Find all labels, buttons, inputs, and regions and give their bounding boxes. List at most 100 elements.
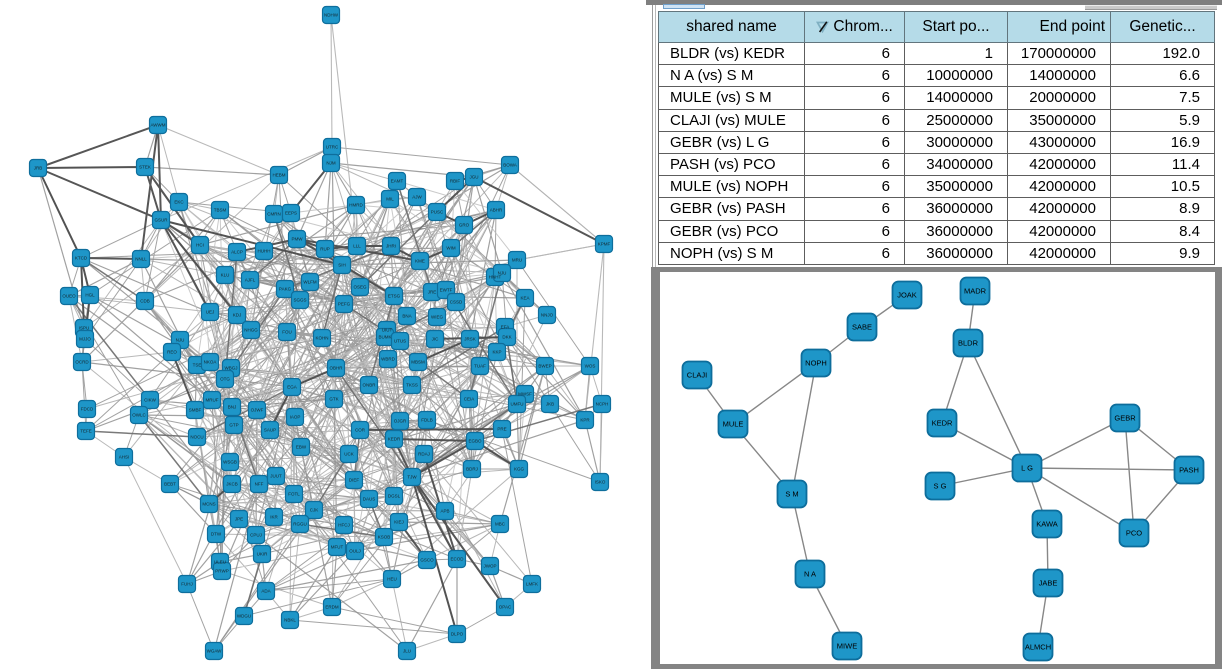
svg-text:KEDR: KEDR (932, 419, 953, 428)
svg-text:TSE: TSE (193, 363, 202, 368)
svg-text:NHGG: NHGG (244, 328, 258, 333)
svg-text:JUUT: JUUT (270, 474, 282, 479)
svg-text:NFF: NFF (255, 482, 264, 487)
svg-text:BEBT: BEBT (164, 482, 176, 487)
svg-text:KIEJ: KIEJ (394, 520, 404, 525)
svg-text:SAUP: SAUP (264, 428, 276, 433)
svg-text:DGSL: DGSL (388, 494, 401, 499)
svg-text:ALMCH: ALMCH (1025, 643, 1051, 652)
svg-text:ONBR: ONBR (362, 383, 376, 388)
svg-text:CEIA: CEIA (464, 397, 475, 402)
svg-text:APB: APB (440, 509, 449, 514)
svg-text:KTCD: KTCD (75, 256, 88, 261)
svg-text:L G: L G (1021, 464, 1033, 473)
svg-text:JWOP: JWOP (484, 564, 497, 569)
svg-text:TJW: TJW (407, 475, 417, 480)
svg-text:WLFM: WLFM (303, 280, 316, 285)
svg-text:PUSC: PUSC (431, 210, 444, 215)
svg-text:UTUS: UTUS (394, 339, 406, 344)
svg-text:UKIR: UKIR (257, 552, 269, 557)
svg-text:OULJ: OULJ (349, 549, 361, 554)
svg-text:KPMF: KPMF (598, 242, 611, 247)
svg-text:WOS: WOS (585, 364, 596, 369)
svg-text:DTW: DTW (211, 532, 222, 537)
svg-text:PASH: PASH (1179, 466, 1199, 475)
svg-text:UMFU: UMFU (511, 402, 524, 407)
svg-text:LMFK: LMFK (526, 582, 538, 587)
svg-text:GSUR: GSUR (154, 218, 168, 223)
svg-text:TBSM: TBSM (214, 208, 227, 213)
svg-text:NOCU: NOCU (190, 435, 203, 440)
svg-text:WBGJ: WBGJ (225, 366, 238, 371)
svg-text:WDGU: WDGU (237, 614, 251, 619)
svg-text:DAUS: DAUS (363, 497, 376, 502)
svg-text:OCRD: OCRD (75, 360, 89, 365)
svg-text:CPUJ: CPUJ (250, 533, 262, 538)
svg-text:ALCP: ALCP (231, 250, 243, 255)
svg-text:JHRI: JHRI (386, 244, 396, 249)
svg-text:HUHH: HUHH (258, 249, 271, 254)
svg-text:CLAJI: CLAJI (687, 371, 707, 380)
svg-text:HGL: HGL (85, 293, 95, 298)
svg-text:JPE: JPE (235, 517, 243, 522)
svg-text:KKP: KKP (492, 350, 501, 355)
svg-text:IKR: IKR (270, 515, 278, 520)
svg-text:WSGB: WSGB (223, 460, 237, 465)
svg-text:ADA: ADA (261, 589, 270, 594)
svg-text:CIKW: CIKW (144, 398, 157, 403)
svg-text:STEK: STEK (139, 165, 151, 170)
svg-text:MIL: MIL (386, 197, 394, 202)
svg-text:WIEG: WIEG (431, 315, 443, 320)
svg-text:AWWM: AWWM (150, 123, 165, 128)
svg-text:GEBR: GEBR (1114, 414, 1136, 423)
svg-text:BDRJ: BDRJ (466, 467, 478, 472)
svg-text:NNJO: NNJO (541, 313, 554, 318)
svg-text:EGA: EGA (287, 385, 297, 390)
svg-text:KPR: KPR (580, 418, 590, 423)
svg-text:MBC: MBC (495, 522, 506, 527)
svg-text:ULEU: ULEU (214, 560, 226, 565)
svg-text:RDAJ: RDAJ (418, 452, 430, 457)
svg-text:UCK: UCK (344, 452, 354, 457)
svg-text:MIWE: MIWE (837, 642, 857, 651)
svg-text:MJJO: MJJO (79, 337, 91, 342)
svg-text:TKSS: TKSS (406, 383, 418, 388)
svg-text:FDLB: FDLB (421, 418, 433, 423)
svg-text:GSCO: GSCO (420, 558, 434, 563)
svg-text:MCNS: MCNS (202, 502, 215, 507)
svg-text:SMBF: SMBF (189, 408, 202, 413)
svg-text:N A: N A (804, 570, 816, 579)
svg-text:HFCJ: HFCJ (338, 523, 350, 528)
svg-text:KEDR: KEDR (388, 437, 401, 442)
svg-text:CJK: CJK (310, 508, 319, 513)
svg-text:RGGU: RGGU (293, 522, 307, 527)
svg-text:KGG: KGG (514, 467, 525, 472)
svg-text:NNLL: NNLL (135, 257, 147, 262)
svg-text:RUP: RUP (320, 247, 330, 252)
svg-text:EWTF: EWTF (440, 288, 453, 293)
svg-text:WGAW: WGAW (207, 649, 223, 654)
svg-text:OSEG: OSEG (353, 285, 367, 290)
svg-text:OWLC: OWLC (132, 413, 146, 418)
svg-text:REO: REO (167, 350, 177, 355)
svg-text:JABE: JABE (1039, 579, 1058, 588)
svg-text:PRWP: PRWP (215, 569, 228, 574)
svg-text:NJU: NJU (498, 271, 507, 276)
svg-text:KME: KME (415, 259, 425, 264)
svg-text:OBHR: OBHR (329, 366, 343, 371)
svg-text:HCI: HCI (196, 243, 204, 248)
svg-text:MBSM: MBSM (411, 360, 425, 365)
svg-text:DIEF: DIEF (349, 478, 360, 483)
svg-text:AHSI: AHSI (119, 455, 130, 460)
svg-text:JKB: JKB (546, 402, 554, 407)
svg-text:ISPU: ISPU (79, 326, 90, 331)
svg-text:S M: S M (785, 490, 798, 499)
svg-text:EKC: EKC (174, 200, 184, 205)
svg-text:JIC: JIC (432, 337, 440, 342)
svg-text:ERDM: ERDM (325, 605, 339, 610)
svg-text:ABHR: ABHR (490, 208, 503, 213)
svg-text:SGGS: SGGS (293, 298, 306, 303)
svg-text:KAWA: KAWA (1036, 520, 1058, 529)
svg-text:OJWF: OJWF (251, 408, 264, 413)
svg-text:EGBO: EGBO (468, 439, 482, 444)
